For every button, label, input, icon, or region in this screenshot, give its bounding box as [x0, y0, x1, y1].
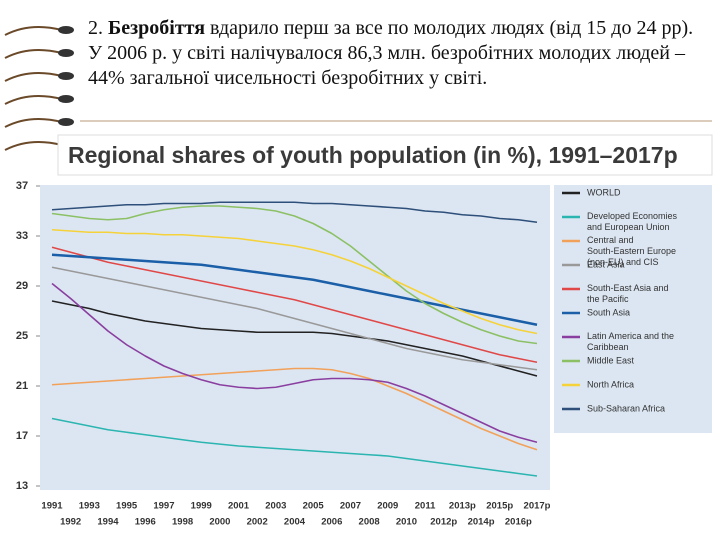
series-line: [51, 205, 538, 345]
y-tick-label: 33: [16, 230, 28, 242]
x-tick-label: 2007: [340, 501, 361, 512]
series-line: [51, 246, 538, 364]
body-text: вдарило перш за все по молодих людях (ві…: [88, 17, 694, 89]
x-tick-label: 1991: [41, 501, 63, 512]
legend-label: Developed Economies and European Union: [587, 211, 678, 232]
spiral-binding: [4, 25, 74, 151]
x-tick-label: 2010: [396, 517, 417, 528]
x-tick-label: 2015p: [486, 501, 513, 512]
legend-box: [554, 185, 712, 433]
legend-label: WORLD: [587, 187, 621, 197]
y-tick-label: 21: [16, 380, 28, 392]
plot-area: [40, 185, 550, 490]
x-tick-label: 1998: [172, 517, 193, 528]
series-line: [51, 300, 538, 377]
series-line: [51, 282, 538, 444]
y-tick-label: 17: [16, 430, 28, 442]
series-line: [51, 228, 538, 335]
x-tick-label: 1996: [135, 517, 156, 528]
y-tick-label: 25: [16, 330, 28, 342]
x-tick-label: 1994: [97, 517, 119, 528]
emphasis: Безробіття: [108, 17, 206, 39]
x-tick-label: 2005: [303, 501, 325, 512]
x-tick-label: 1997: [153, 501, 174, 512]
x-tick-label: 2009: [377, 501, 398, 512]
x-tick-label: 2016p: [505, 517, 532, 528]
x-tick-label: 2008: [359, 517, 380, 528]
series-line: [51, 266, 538, 371]
legend-label: Latin America and the Caribbean: [587, 331, 674, 352]
x-tick-label: 1999: [191, 501, 212, 512]
legend-label: Middle East: [587, 355, 635, 365]
legend-label: South Asia: [587, 307, 630, 317]
x-tick-label: 2014p: [468, 517, 495, 528]
x-tick-label: 2000: [209, 517, 230, 528]
legend-label: North Africa: [587, 379, 634, 389]
x-tick-label: 2006: [321, 517, 342, 528]
series-line: [51, 367, 538, 451]
x-tick-label: 2017p: [524, 501, 551, 512]
legend-label: South-East Asia and the Pacific: [587, 283, 669, 304]
x-tick-label: 2013p: [449, 501, 476, 512]
title-band: [57, 134, 713, 176]
series-line: [51, 201, 538, 224]
x-tick-label: 2001: [228, 501, 250, 512]
series-line: [51, 417, 538, 477]
y-tick-label: 29: [16, 280, 28, 292]
x-tick-label: 1995: [116, 501, 138, 512]
legend-label: Central and South-Eastern Europe (non-EU) …: [587, 235, 676, 267]
item-number: 2.: [88, 17, 103, 39]
x-tick-label: 2002: [247, 517, 268, 528]
chart-title: Regional shares of youth population (in …: [68, 142, 678, 168]
x-tick-label: 2003: [265, 501, 286, 512]
x-tick-label: 1993: [79, 501, 100, 512]
y-tick-label: 37: [16, 180, 28, 192]
legend-label: Sub-Saharan Africa: [587, 403, 665, 413]
legend-label: East Asia: [587, 259, 625, 269]
x-tick-label: 2004: [284, 517, 306, 528]
y-tick-label: 13: [16, 480, 28, 492]
x-tick-label: 1992: [60, 517, 81, 528]
slide-text: 2. Безробіття вдарило перш за все по мол…: [88, 16, 698, 91]
x-tick-label: 2012p: [430, 517, 457, 528]
x-tick-label: 2011: [415, 501, 436, 512]
